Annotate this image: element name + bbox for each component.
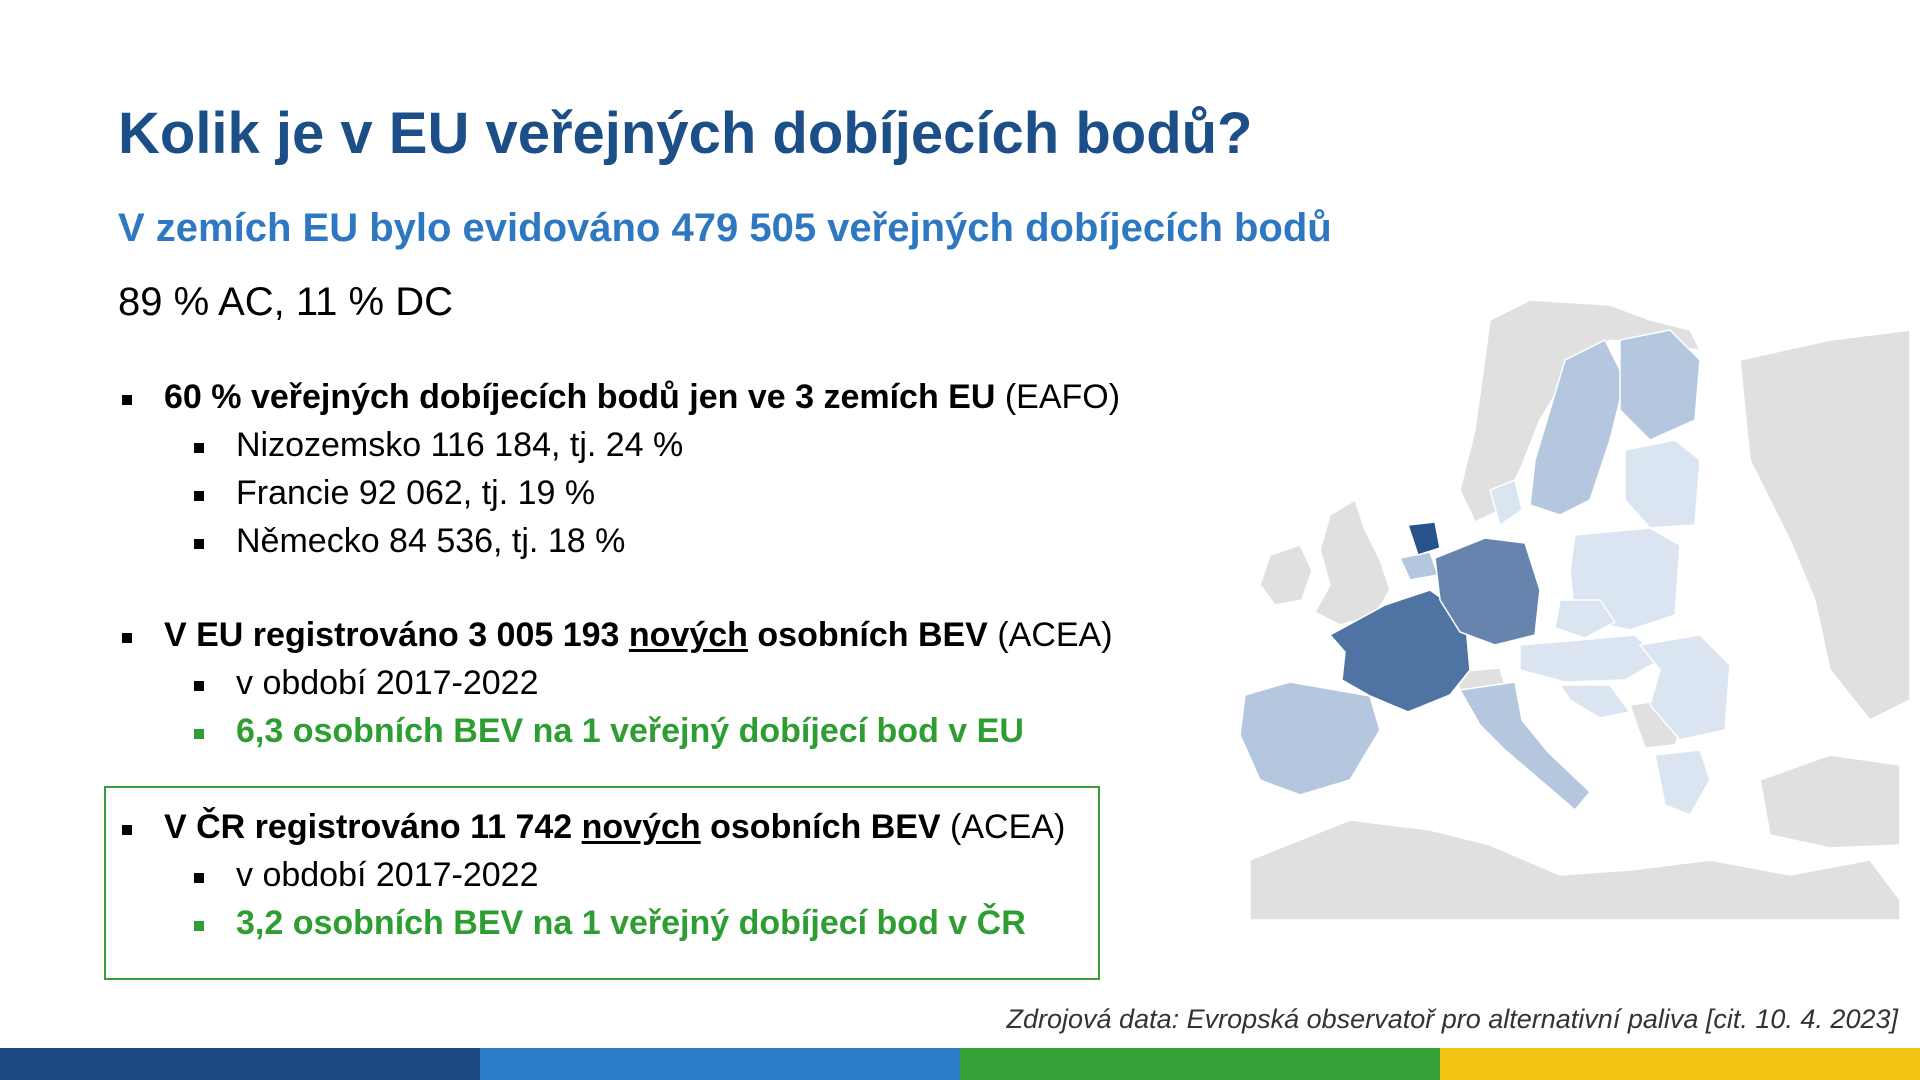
bullet-square-icon [194, 539, 204, 549]
bullet-square-icon [194, 729, 204, 739]
sub-bullet-cz-ratio: 3,2 osobních BEV na 1 veřejný dobíjecí b… [118, 904, 1065, 952]
map-france [1328, 589, 1471, 713]
cz-registrations-heading: V ČR registrováno 11 742 nových osobních… [164, 808, 941, 846]
sub-bullet-cz-period: v období 2017-2022 [118, 856, 1065, 904]
page-title: Kolik je v EU veřejných dobíjecích bodů? [118, 101, 1253, 166]
bullet-square-icon [194, 443, 204, 453]
map-north-africa [1249, 819, 1901, 920]
map-belgium [1398, 551, 1439, 581]
bullet-square-icon [194, 921, 204, 931]
map-ireland [1259, 544, 1313, 606]
stripe-navy [0, 1048, 480, 1080]
bullet-square-icon [194, 491, 204, 501]
top-countries-heading: 60 % veřejných dobíjecích bodů jen ve 3 … [164, 378, 996, 416]
cz-bev-block: V ČR registrováno 11 742 nových osobních… [118, 808, 1065, 952]
map-czechia [1554, 599, 1617, 639]
sub-bullet-eu-period: v období 2017-2022 [118, 664, 1113, 712]
map-turkey [1759, 754, 1901, 849]
eu-top-countries-block: 60 % veřejných dobíjecích bodů jen ve 3 … [118, 378, 1120, 570]
map-austria-hungary [1519, 634, 1662, 683]
bullet-eu-registrations: V EU registrováno 3 005 193 nových osobn… [118, 616, 1113, 664]
cz-registrations-source: (ACEA) [940, 808, 1066, 846]
bullet-square-icon [122, 825, 132, 835]
source-citation: Zdrojová data: Evropská observatoř pro a… [1006, 1004, 1899, 1034]
bullet-square-icon [122, 395, 132, 405]
eu-registrations-heading: V EU registrováno 3 005 193 nových osobn… [164, 616, 988, 654]
map-denmark [1489, 478, 1523, 527]
map-finland [1619, 329, 1701, 441]
map-italy [1458, 681, 1592, 812]
germany-count: Německo 84 536, tj. 18 % [236, 522, 626, 560]
netherlands-count: Nizozemsko 116 184, tj. 24 % [236, 426, 684, 464]
map-romania-bulgaria [1638, 634, 1731, 741]
page-subtitle: V zemích EU bylo evidováno 479 505 veřej… [118, 206, 1332, 250]
map-baltics [1624, 439, 1701, 529]
eu-bev-block: V EU registrováno 3 005 193 nových osobn… [118, 616, 1113, 760]
stripe-yellow [1440, 1048, 1920, 1080]
bullet-square-icon [122, 633, 132, 643]
cz-highlight-box [104, 786, 1100, 980]
top-countries-source: (EAFO) [995, 378, 1121, 416]
cz-period: v období 2017-2022 [236, 856, 539, 894]
map-germany [1434, 537, 1541, 646]
ac-dc-ratio: 89 % AC, 11 % DC [118, 280, 453, 324]
eu-period: v období 2017-2022 [236, 664, 539, 702]
bullet-square-icon [194, 681, 204, 691]
map-croatia-slovenia [1558, 684, 1632, 719]
map-russia [1739, 329, 1910, 721]
sub-bullet-netherlands: Nizozemsko 116 184, tj. 24 % [118, 426, 1120, 474]
map-uk [1313, 498, 1391, 626]
france-count: Francie 92 062, tj. 19 % [236, 474, 596, 512]
map-netherlands [1406, 521, 1441, 556]
eu-bev-ratio: 6,3 osobních BEV na 1 veřejný dobíjecí b… [236, 712, 1024, 750]
stripe-green [960, 1048, 1440, 1080]
cz-bev-ratio: 3,2 osobních BEV na 1 veřejný dobíjecí b… [236, 904, 1026, 942]
europe-charging-map [1239, 300, 1910, 920]
bullet-square-icon [194, 873, 204, 883]
map-sweden [1529, 338, 1626, 516]
map-spain-portugal [1239, 681, 1381, 796]
sub-bullet-germany: Německo 84 536, tj. 18 % [118, 522, 1120, 570]
map-greece [1654, 749, 1711, 816]
sub-bullet-eu-ratio: 6,3 osobních BEV na 1 veřejný dobíjecí b… [118, 712, 1113, 760]
eu-registrations-source: (ACEA) [987, 616, 1113, 654]
bullet-cz-registrations: V ČR registrováno 11 742 nových osobních… [118, 808, 1065, 856]
sub-bullet-france: Francie 92 062, tj. 19 % [118, 474, 1120, 522]
bullet-top-countries: 60 % veřejných dobíjecích bodů jen ve 3 … [118, 378, 1120, 426]
stripe-blue [480, 1048, 960, 1080]
